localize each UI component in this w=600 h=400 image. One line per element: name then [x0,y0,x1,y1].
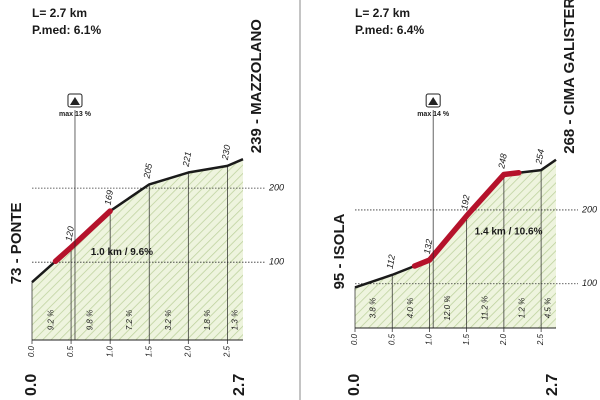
y-tick-label: 100 [269,257,284,267]
x-start-label: 0.0 [23,374,40,396]
length-label: L= 2.7 km [32,6,87,20]
end-label: 268 - CIMA GALISTERNA [561,0,578,154]
avg-label: P.med: 6.4% [355,23,424,37]
x-tick-label: 1.0 [105,345,114,357]
steep-section [52,208,113,265]
segment-grade: 1.8 % [203,310,212,330]
segment-grade: 12.0 % [443,296,452,321]
segment-grade: 4.5 % [544,298,553,318]
segment-grade: 3.2 % [164,310,173,330]
steep-section [411,169,522,269]
max-icon [428,97,439,105]
segment-grade: 9.2 % [47,310,56,330]
elevation-label: 221 [181,151,194,169]
x-end-label: 2.7 [231,374,248,396]
avg-label: P.med: 6.1% [32,23,101,37]
elevation-label: 112 [385,254,397,270]
max-label: max 13 % [59,111,92,118]
elevation-label: 120 [64,226,76,243]
steep-label: 1.4 km / 10.6% [475,226,543,237]
elevation-label: 230 [220,144,233,162]
y-tick-label: 200 [268,182,284,192]
x-end-label: 2.7 [544,374,561,396]
x-start-label: 0.0 [346,374,363,396]
segment-grade: 1.3 % [230,310,239,330]
max-label: max 14 % [417,111,450,118]
segment-grade: 1.2 % [518,298,527,318]
y-tick-label: 100 [582,278,597,288]
elevation-label: 205 [142,162,155,180]
elevation-label: 192 [459,194,471,211]
x-tick-label: 1.5 [144,345,153,357]
segment-grade: 4.0 % [406,298,415,318]
x-tick-label: 2.0 [499,333,508,346]
steep-label: 1.0 km / 9.6% [91,247,153,258]
segment-grade: 3.8 % [369,298,378,318]
x-tick-label: 0.5 [66,345,75,357]
x-tick-label: 1.5 [462,333,471,345]
segment-grade: 9.8 % [86,310,95,330]
elevation-label: 254 [533,148,546,166]
segment-grade: 7.2 % [125,310,134,330]
end-label: 239 - MAZZOLANO [248,19,265,154]
y-tick-label: 200 [581,204,597,214]
length-label: L= 2.7 km [355,6,410,20]
x-tick-label: 2.5 [536,333,545,346]
x-tick-label: 0.5 [387,333,396,345]
profile-area [355,159,556,328]
x-tick-label: 0.0 [27,345,36,357]
elevation-label: 132 [422,238,434,255]
x-tick-label: 2.0 [183,345,192,358]
profile-area [32,159,243,340]
elevation-label: 248 [496,153,509,171]
start-label: 73 - PONTE [8,203,25,285]
elevation-label: 169 [103,189,115,206]
segment-grade: 11.2 % [480,296,489,320]
x-tick-label: 2.5 [222,345,231,358]
start-label: 95 - ISOLA [331,213,348,289]
x-tick-label: 1.0 [425,333,434,345]
x-tick-label: 0.0 [350,333,359,345]
max-icon [69,97,80,105]
